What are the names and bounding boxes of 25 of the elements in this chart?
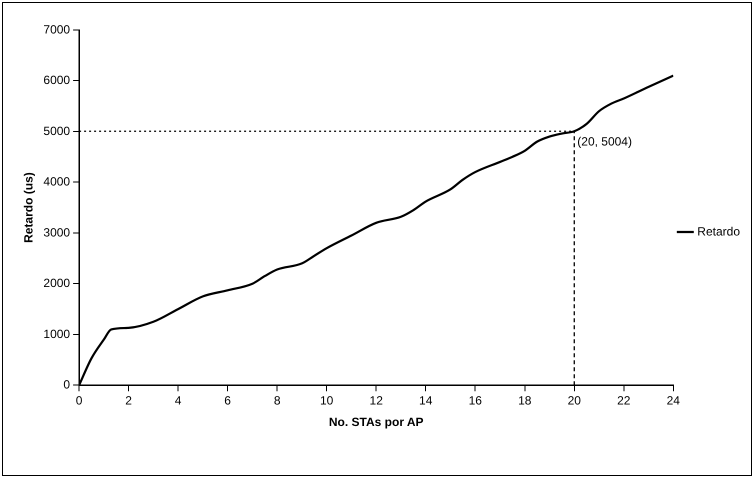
y-tick-label: 2000 xyxy=(43,276,70,290)
legend-label: Retardo xyxy=(697,224,740,238)
y-tick-label: 0 xyxy=(63,378,70,392)
y-tick-label: 1000 xyxy=(43,326,70,341)
x-tick-label: 14 xyxy=(419,394,433,408)
x-tick-label: 8 xyxy=(274,394,281,408)
y-tick-label: 5000 xyxy=(43,124,70,138)
x-tick-label: 16 xyxy=(468,394,482,408)
x-tick-label: 12 xyxy=(370,394,384,408)
y-axis-title: Retardo (us) xyxy=(22,172,36,243)
x-tick-label: 22 xyxy=(617,394,631,408)
x-tick-label: 2 xyxy=(125,394,132,408)
y-tick-label: 4000 xyxy=(43,174,70,189)
x-tick-label: 4 xyxy=(174,394,182,408)
x-axis-title: No. STAs por AP xyxy=(328,415,424,430)
x-tick-label: 0 xyxy=(76,394,83,408)
x-tick-label: 10 xyxy=(320,394,334,408)
y-tick-label: 3000 xyxy=(43,225,70,240)
y-tick-label: 6000 xyxy=(43,73,70,88)
x-tick-label: 6 xyxy=(224,394,232,408)
x-tick-label: 20 xyxy=(568,394,582,408)
annotation: (20, 5004) xyxy=(577,134,632,149)
x-tick-label: 24 xyxy=(666,394,680,408)
x-tick-label: 18 xyxy=(518,394,532,408)
y-tick-label: 7000 xyxy=(43,22,70,36)
